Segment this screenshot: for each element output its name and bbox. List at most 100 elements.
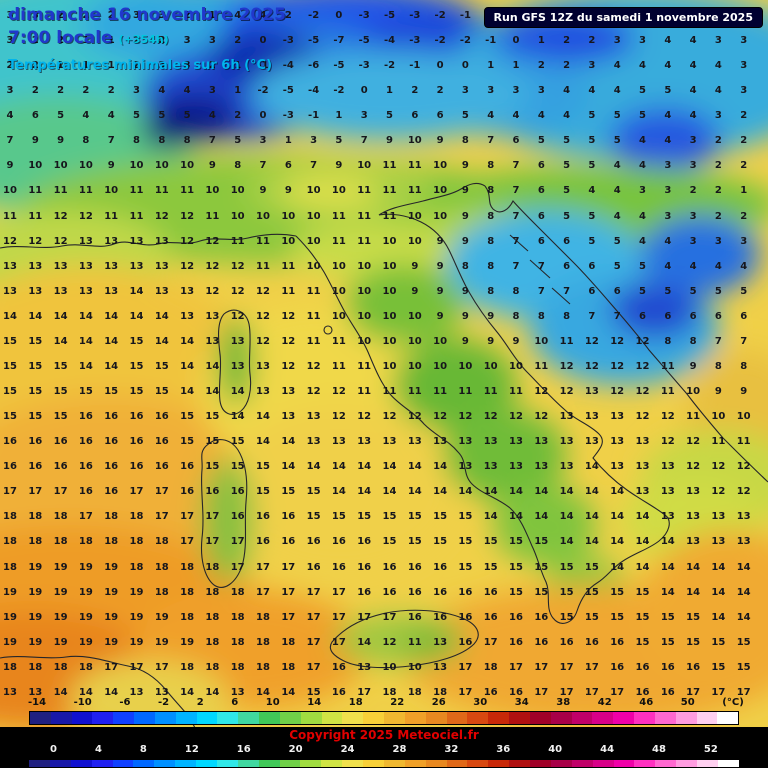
temperature-value: 1 xyxy=(57,60,65,72)
temperature-value: 15 xyxy=(205,461,220,473)
temperature-value: 1 xyxy=(82,35,90,47)
temperature-value: 8 xyxy=(487,235,495,247)
temperature-value: 16 xyxy=(382,586,397,598)
temperature-value: 13 xyxy=(559,436,574,448)
temperature-value: 17 xyxy=(736,686,751,698)
temperature-value: 15 xyxy=(509,586,523,598)
temperature-value: 13 xyxy=(281,411,296,423)
temperature-value: 13 xyxy=(154,260,169,272)
colorbar-cell xyxy=(49,760,71,767)
temperature-value: 7 xyxy=(537,285,545,297)
temperature-value: 13 xyxy=(306,411,321,423)
temperature-value: 12 xyxy=(584,335,599,347)
temperature-value: 1 xyxy=(208,10,216,21)
temperature-value: 12 xyxy=(3,235,17,247)
temperature-value: 17 xyxy=(357,686,372,698)
temperature-value: 10 xyxy=(357,160,372,172)
temperature-value: 17 xyxy=(584,661,599,673)
temperature-value: 5 xyxy=(740,285,748,297)
temperature-value: 15 xyxy=(509,561,523,573)
temperature-value: 15 xyxy=(382,511,397,523)
temperature-value: 14 xyxy=(635,561,650,573)
colorbar-cell xyxy=(404,712,426,724)
temperature-value: 2 xyxy=(183,10,191,21)
scale-tick-label: 18 xyxy=(348,697,363,708)
temperature-value: 4 xyxy=(664,60,672,72)
temperature-value: 12 xyxy=(483,411,498,423)
temperature-value: 14 xyxy=(205,386,220,398)
temperature-value: 18 xyxy=(281,661,296,673)
temperature-value: 14 xyxy=(53,310,68,322)
temperature-value: 19 xyxy=(104,586,119,598)
temperature-value: 13 xyxy=(635,461,650,473)
temperature-value: 16 xyxy=(78,486,93,498)
temperature-value: 15 xyxy=(230,436,245,448)
temperature-value: 8 xyxy=(82,135,90,147)
temperature-value: 11 xyxy=(129,185,144,197)
temperature-value: 5 xyxy=(639,260,646,272)
temperature-value: 13 xyxy=(129,235,144,247)
temperature-value: -2 xyxy=(257,85,269,97)
temperature-value: 14 xyxy=(382,461,397,473)
temperature-value: 17 xyxy=(458,686,473,698)
temperature-value: 4 xyxy=(613,85,621,97)
temperature-value: 11 xyxy=(28,185,43,197)
temperature-value: 14 xyxy=(458,486,473,498)
scale-tick-label: 42 xyxy=(597,697,612,708)
temperature-value: 6 xyxy=(563,260,571,272)
temperature-value: 1 xyxy=(234,85,242,97)
temperature-value: 7 xyxy=(740,335,748,347)
temperature-value: 4 xyxy=(639,210,646,222)
temperature-value: 14 xyxy=(205,360,220,372)
temperature-value: 5 xyxy=(158,110,166,122)
temperature-value: 16 xyxy=(509,611,523,623)
temperature-value: 11 xyxy=(331,235,346,247)
temperature-value: 11 xyxy=(180,185,195,197)
temperature-value: 18 xyxy=(281,636,296,648)
temperature-value: 2 xyxy=(563,60,571,72)
temperature-value: 4 xyxy=(487,110,495,122)
temperature-value: 11 xyxy=(736,436,751,448)
temperature-value: 4 xyxy=(714,260,722,272)
temperature-value: 5 xyxy=(563,160,571,172)
temperature-value: 18 xyxy=(180,586,195,598)
temperature-value: 10 xyxy=(129,160,144,172)
temperature-value: 12 xyxy=(534,411,549,423)
temperature-value: 4 xyxy=(639,160,646,172)
colorbar-cell xyxy=(550,760,572,767)
temperature-value: -3 xyxy=(282,110,294,122)
temperature-value: 12 xyxy=(281,360,296,372)
temperature-value: 5 xyxy=(613,135,621,147)
temperature-value: 15 xyxy=(660,636,675,648)
temperature-value: 2 xyxy=(6,60,14,72)
temperature-value: 4 xyxy=(588,185,596,197)
temperature-value: 16 xyxy=(534,636,549,648)
temperature-value: 17 xyxy=(154,661,169,673)
temperature-value: 1 xyxy=(284,135,292,147)
temperature-value: 17 xyxy=(281,561,296,573)
temperature-value: 17 xyxy=(205,511,220,523)
temperature-value: 12 xyxy=(281,335,296,347)
copyright-text: Copyright 2025 Meteociel.fr xyxy=(289,728,479,742)
temperature-value: 5 xyxy=(613,110,621,122)
temperature-value: 17 xyxy=(306,661,321,673)
temperature-value: 4 xyxy=(639,135,646,147)
temperature-color-blobs xyxy=(0,0,768,740)
colorbar-cell xyxy=(717,712,739,724)
scale-tick-label: 12 xyxy=(184,744,199,756)
colorbar-cell xyxy=(133,760,155,767)
temperature-value: 17 xyxy=(180,511,195,523)
temperature-value: 19 xyxy=(28,636,43,648)
temperature-value: 15 xyxy=(205,411,220,423)
temperature-value: 2 xyxy=(208,60,216,72)
temperature-value: 15 xyxy=(129,386,144,398)
scale-tick-label: 52 xyxy=(703,744,718,756)
temperature-value: 6 xyxy=(512,135,520,147)
temperature-value: 0 xyxy=(259,110,267,122)
temperature-value: 15 xyxy=(483,561,498,573)
temperature-value: 3 xyxy=(740,235,748,247)
temperature-value: 12 xyxy=(331,411,346,423)
temperature-value: 4 xyxy=(613,210,621,222)
temperature-value: 15 xyxy=(53,360,68,372)
temperature-value: 8 xyxy=(740,360,748,372)
